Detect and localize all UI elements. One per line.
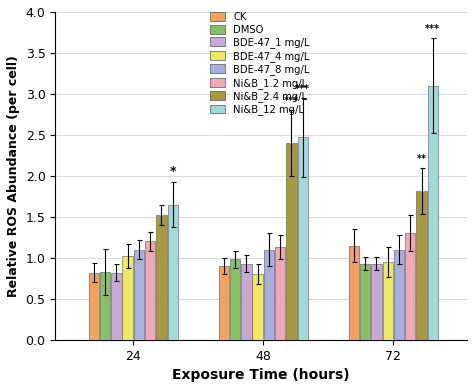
Bar	[100, 272, 110, 340]
Bar	[264, 250, 274, 340]
Bar	[298, 137, 308, 340]
Text: ***: ***	[295, 84, 310, 94]
Bar	[405, 233, 415, 340]
Bar	[167, 205, 178, 340]
Bar	[156, 215, 167, 340]
Bar	[383, 262, 393, 340]
Bar	[230, 259, 240, 340]
Bar	[89, 273, 99, 340]
Text: ***: ***	[284, 96, 299, 106]
Bar	[253, 274, 263, 340]
Legend: CK, DMSO, BDE-47_1 mg/L, BDE-47_4 mg/L, BDE-47_8 mg/L, Ni&B_1.2 mg/L, Ni&B_2.4 m: CK, DMSO, BDE-47_1 mg/L, BDE-47_4 mg/L, …	[209, 11, 312, 117]
X-axis label: Exposure Time (hours): Exposure Time (hours)	[173, 368, 350, 382]
Bar	[360, 264, 370, 340]
Bar	[219, 266, 229, 340]
Bar	[371, 264, 382, 340]
Bar	[134, 250, 144, 340]
Bar	[241, 264, 252, 340]
Bar	[286, 143, 297, 340]
Bar	[145, 242, 155, 340]
Bar	[428, 86, 438, 340]
Text: *: *	[169, 165, 176, 177]
Y-axis label: Relative ROS Abundance (per cell): Relative ROS Abundance (per cell)	[7, 55, 20, 297]
Bar	[275, 247, 285, 340]
Text: **: **	[417, 154, 427, 163]
Bar	[349, 245, 359, 340]
Bar	[111, 273, 121, 340]
Bar	[394, 250, 404, 340]
Bar	[122, 256, 133, 340]
Text: ***: ***	[425, 24, 440, 34]
Bar	[416, 191, 427, 340]
